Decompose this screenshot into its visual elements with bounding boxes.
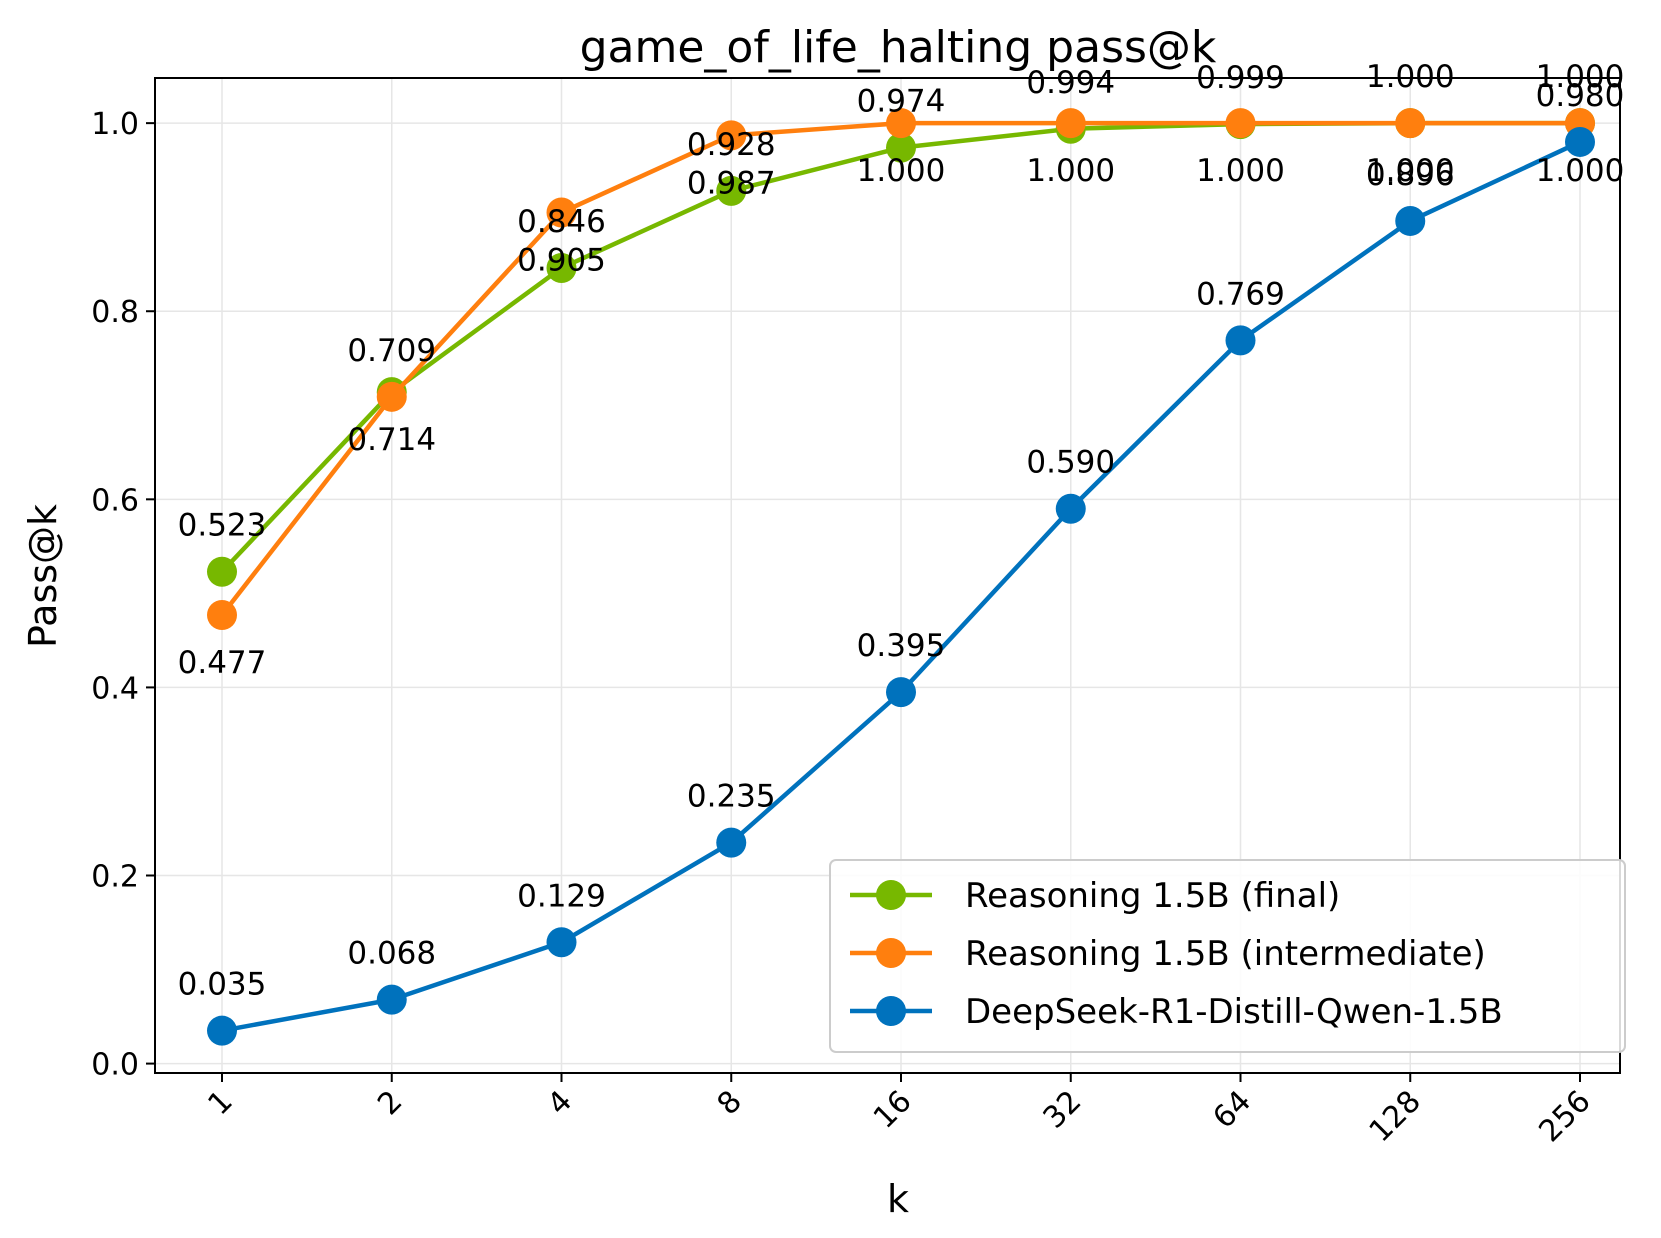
x-tick-label: 64 — [1206, 1084, 1258, 1136]
x-tick-label: 32 — [1037, 1084, 1089, 1136]
data-label: 0.980 — [1536, 78, 1625, 114]
data-point — [716, 827, 747, 858]
series-layer — [207, 108, 1595, 1046]
data-label: 0.905 — [517, 242, 606, 278]
legend-label: Reasoning 1.5B (intermediate) — [965, 934, 1486, 974]
y-tick-label: 0.2 — [91, 860, 139, 895]
grid-lines — [155, 78, 1620, 1073]
data-point — [546, 252, 577, 283]
legend-box — [829, 859, 1626, 1053]
x-tick-label: 8 — [711, 1084, 749, 1122]
legend-marker — [876, 880, 906, 910]
data-point — [1225, 108, 1256, 139]
data-label: 0.769 — [1196, 276, 1285, 312]
data-label: 1.000 — [1536, 153, 1625, 189]
data-point — [207, 556, 237, 587]
y-tick-label: 0.0 — [91, 1048, 139, 1083]
legend-marker — [876, 996, 906, 1026]
data-point — [716, 120, 747, 151]
data-point — [376, 381, 407, 412]
data-point — [716, 175, 747, 206]
y-axis-label: Pass@k — [21, 504, 65, 648]
data-point — [207, 1015, 237, 1046]
x-tick-label: 2 — [371, 1084, 409, 1122]
data-label: 1.000 — [1366, 153, 1455, 189]
data-label: 0.974 — [857, 84, 946, 120]
x-tick-label: 4 — [541, 1084, 579, 1122]
data-label: 0.235 — [687, 779, 776, 815]
x-tick-label: 1 — [201, 1084, 239, 1122]
legend-label: Reasoning 1.5B (final) — [965, 876, 1340, 916]
x-tick-label: 256 — [1532, 1084, 1597, 1149]
data-label: 0.590 — [1026, 445, 1115, 481]
data-point — [1055, 108, 1086, 139]
data-label: 0.994 — [1026, 65, 1115, 101]
data-label: 0.129 — [517, 878, 606, 914]
data-label: 0.395 — [857, 628, 946, 664]
data-label: 0.523 — [178, 508, 267, 544]
data-label: 0.035 — [178, 967, 267, 1003]
data-label: 0.846 — [517, 204, 606, 240]
data-point — [886, 677, 916, 708]
legend-label: DeepSeek-R1-Distill-Qwen-1.5B — [965, 992, 1503, 1032]
data-label: 0.477 — [178, 645, 267, 681]
data-label: 0.709 — [347, 333, 436, 369]
data-point — [1225, 325, 1256, 356]
x-tick-label: 128 — [1363, 1084, 1428, 1149]
y-tick-label: 0.6 — [91, 483, 139, 518]
legend: Reasoning 1.5B (final) Reasoning 1.5B (in… — [829, 859, 1626, 1053]
chart-title: game_of_life_halting pass@k — [580, 22, 1217, 73]
legend-items: Reasoning 1.5B (final) Reasoning 1.5B (in… — [850, 876, 1503, 1032]
data-point — [886, 108, 916, 139]
x-tick-label: 16 — [867, 1084, 919, 1136]
data-label: 1.000 — [1026, 153, 1115, 189]
data-label: 0.928 — [687, 127, 776, 163]
data-point — [376, 984, 407, 1015]
data-label: 0.987 — [687, 165, 776, 201]
data-label: 0.068 — [347, 936, 436, 972]
data-point — [1565, 126, 1595, 157]
data-label: 1.000 — [1196, 153, 1285, 189]
data-label: 1.000 — [857, 153, 946, 189]
data-point — [1395, 205, 1426, 236]
y-tick-label: 0.8 — [91, 295, 139, 330]
x-axis-label: k — [887, 1177, 909, 1221]
y-tick-label: 0.4 — [91, 671, 139, 706]
data-point — [886, 132, 916, 163]
data-point — [207, 599, 237, 630]
data-point — [546, 927, 577, 958]
legend-marker — [876, 938, 906, 968]
data-label: 0.714 — [347, 422, 436, 458]
data-point — [546, 197, 577, 228]
plot-frame — [154, 77, 1621, 1074]
data-point — [1055, 493, 1086, 524]
data-point — [1395, 108, 1426, 139]
data-label: 0.896 — [1366, 157, 1455, 193]
y-tick-label: 1.0 — [91, 107, 139, 142]
